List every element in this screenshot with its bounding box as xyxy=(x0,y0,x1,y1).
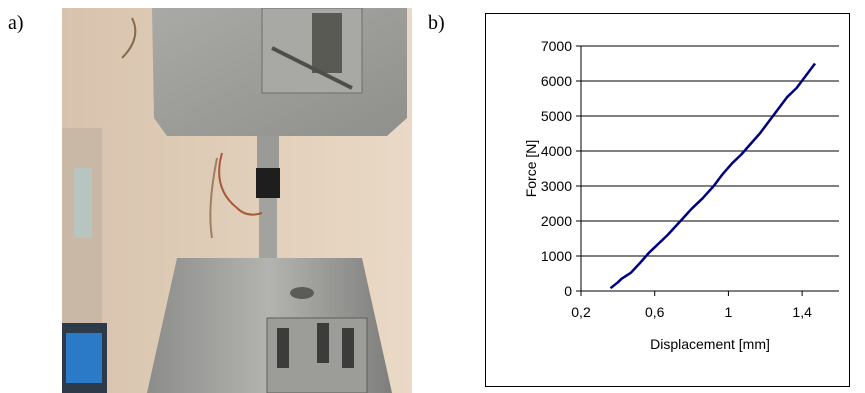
axes xyxy=(576,45,839,296)
x-tick-label: 1 xyxy=(725,304,733,320)
x-axis-title: Displacement [mm] xyxy=(650,336,770,352)
panel-label-b: b) xyxy=(428,12,445,34)
panel-label-a: a) xyxy=(8,12,24,34)
x-tick-label: 1,4 xyxy=(792,304,812,320)
y-tick-label: 0 xyxy=(564,283,572,299)
y-tick-label: 2000 xyxy=(541,213,572,229)
series-layer xyxy=(609,62,817,290)
tensile-test-photo-image xyxy=(62,8,412,393)
y-tick-label: 4000 xyxy=(541,143,572,159)
tick-labels: 0 1000 2000 3000 4000 5000 6000 7000 0,2 0,6 1 1,4 xyxy=(541,38,812,320)
y-axis-title: Force [N] xyxy=(523,140,539,198)
y-tick-label: 6000 xyxy=(541,73,572,89)
y-tick-label: 1000 xyxy=(541,248,572,264)
y-tick-label: 5000 xyxy=(541,108,572,124)
force-displacement-line xyxy=(609,62,817,290)
x-tick-label: 0,6 xyxy=(645,304,665,320)
y-tick-label: 3000 xyxy=(541,178,572,194)
chart-frame: 0 1000 2000 3000 4000 5000 6000 7000 0,2 0,6 1 1,4 … xyxy=(485,13,850,387)
x-tick-label: 0,2 xyxy=(571,304,591,320)
grid-lines xyxy=(581,45,839,257)
y-tick-label: 7000 xyxy=(541,38,572,54)
tensile-test-photo xyxy=(62,8,412,393)
